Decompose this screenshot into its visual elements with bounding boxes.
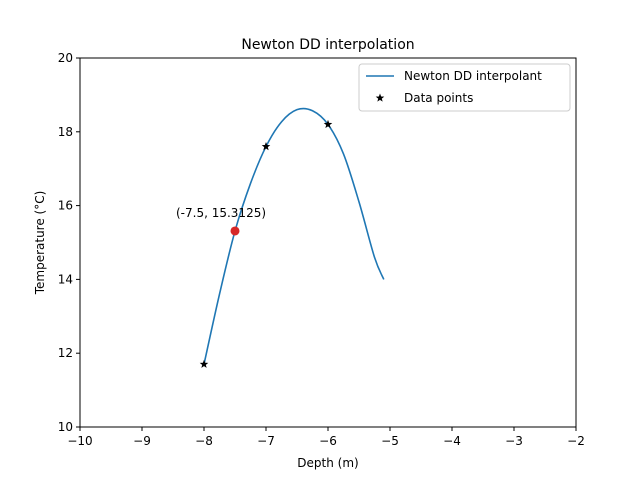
plot-area: −10 −9 −8 −7 −6 −5 −4 −3 −2 10 12 14 16 18 20 (-7.5, 15… (58, 51, 585, 448)
highlight-point (230, 226, 240, 236)
x-tick-label: −7 (257, 434, 275, 448)
x-axis-label: Depth (m) (297, 456, 358, 470)
y-tick-label: 10 (58, 420, 73, 434)
y-tick-label: 20 (58, 51, 73, 65)
y-tick-label: 14 (58, 272, 73, 286)
legend-frame (358, 63, 571, 112)
legend: Newton DD interpolant Data points (358, 63, 571, 112)
legend-label-data-points: Data points (404, 91, 473, 105)
legend-label-interpolant: Newton DD interpolant (404, 69, 542, 83)
x-tick-label: −2 (567, 434, 585, 448)
y-tick-label: 12 (58, 346, 73, 360)
x-tick-label: −10 (67, 434, 92, 448)
y-tick-label: 18 (58, 125, 73, 139)
y-axis-label: Temperature (°C) (33, 191, 47, 296)
y-tick-label: 16 (58, 199, 73, 213)
x-tick-label: −9 (133, 434, 151, 448)
x-tick-label: −5 (381, 434, 399, 448)
legend-star-swatch (375, 93, 385, 102)
data-point-star (323, 119, 333, 129)
x-tick-label: −4 (443, 434, 461, 448)
x-tick-label: −6 (319, 434, 337, 448)
data-point-star (261, 142, 271, 151)
x-tick-label: −8 (195, 434, 213, 448)
axes-frame (79, 57, 577, 428)
chart-title: Newton DD interpolation (241, 37, 414, 53)
data-point-star (199, 359, 209, 368)
highlight-point-label: (-7.5, 15.3125) (176, 206, 266, 220)
x-tick-label: −3 (505, 434, 523, 448)
